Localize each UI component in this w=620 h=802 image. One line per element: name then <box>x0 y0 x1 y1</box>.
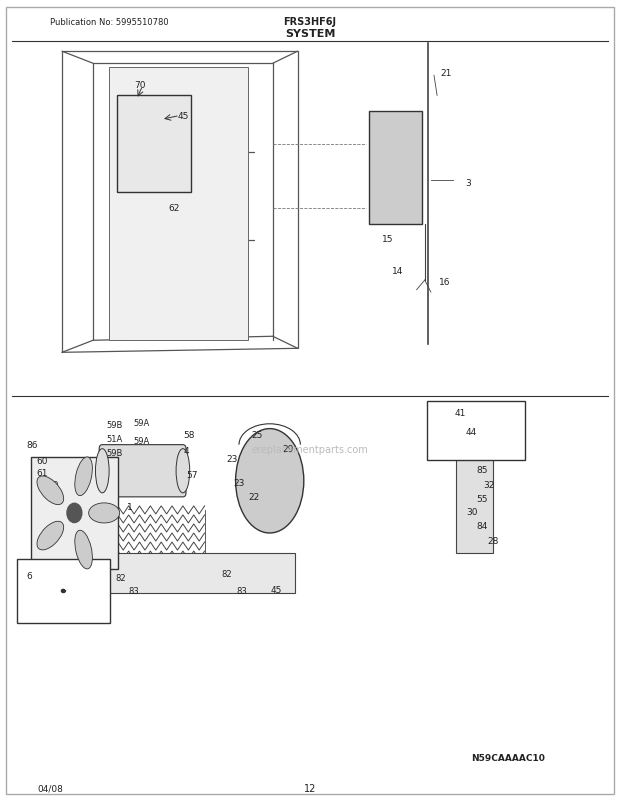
FancyBboxPatch shape <box>17 560 110 623</box>
Text: 30: 30 <box>467 507 478 516</box>
Text: 59: 59 <box>47 480 58 490</box>
Text: 51A: 51A <box>107 434 123 444</box>
Text: 59A: 59A <box>133 419 149 428</box>
Text: 59A: 59A <box>133 436 149 446</box>
Text: 55: 55 <box>477 494 488 504</box>
Text: 86: 86 <box>27 440 38 450</box>
Ellipse shape <box>75 531 92 569</box>
Text: 25: 25 <box>252 430 263 439</box>
Text: Publication No: 5995510780: Publication No: 5995510780 <box>50 18 168 27</box>
Text: 23: 23 <box>233 478 244 488</box>
Text: 29: 29 <box>283 444 294 454</box>
FancyBboxPatch shape <box>96 553 294 593</box>
Ellipse shape <box>189 570 202 580</box>
Text: 15: 15 <box>382 234 393 244</box>
Text: 83: 83 <box>128 586 139 596</box>
Ellipse shape <box>176 449 190 493</box>
Text: 28: 28 <box>487 536 498 545</box>
FancyBboxPatch shape <box>117 96 191 192</box>
FancyBboxPatch shape <box>427 401 525 460</box>
Ellipse shape <box>158 570 170 580</box>
Text: 22: 22 <box>249 492 260 502</box>
Text: 84: 84 <box>477 521 488 531</box>
Ellipse shape <box>223 570 236 580</box>
Text: 3: 3 <box>465 178 471 188</box>
Text: 14: 14 <box>392 266 404 276</box>
Ellipse shape <box>124 570 136 580</box>
Text: N59CAAAAC10: N59CAAAAC10 <box>471 753 546 763</box>
Text: 82: 82 <box>221 569 232 578</box>
Text: 16: 16 <box>440 277 451 287</box>
Text: 45: 45 <box>177 111 188 121</box>
FancyBboxPatch shape <box>456 457 493 553</box>
Text: 4: 4 <box>183 446 189 456</box>
Ellipse shape <box>236 429 304 533</box>
Text: 61: 61 <box>37 468 48 478</box>
Text: 32: 32 <box>483 480 494 489</box>
Ellipse shape <box>75 457 92 496</box>
Bar <box>369 112 422 225</box>
Text: 44: 44 <box>466 427 477 436</box>
Text: 70: 70 <box>134 81 145 91</box>
Ellipse shape <box>95 449 109 493</box>
Text: 6: 6 <box>26 571 32 581</box>
Text: 83: 83 <box>236 586 247 596</box>
Text: 59B: 59B <box>107 420 123 430</box>
Text: 62: 62 <box>168 204 179 213</box>
Text: FRS3HF6J: FRS3HF6J <box>283 18 337 27</box>
Text: 82: 82 <box>115 573 126 582</box>
Text: SYSTEM: SYSTEM <box>285 29 335 38</box>
Text: 85: 85 <box>477 465 488 475</box>
Bar <box>19 44 601 393</box>
Circle shape <box>67 504 82 523</box>
Ellipse shape <box>37 476 64 505</box>
Bar <box>108 68 248 341</box>
Text: 04/08: 04/08 <box>37 783 63 792</box>
Text: 1: 1 <box>127 502 133 512</box>
FancyBboxPatch shape <box>99 445 186 497</box>
Ellipse shape <box>37 521 64 550</box>
Ellipse shape <box>89 504 120 524</box>
Text: 41: 41 <box>454 408 466 418</box>
Text: 12: 12 <box>304 783 316 792</box>
Text: 45: 45 <box>270 585 281 594</box>
Text: 57: 57 <box>187 470 198 480</box>
Text: 60: 60 <box>37 456 48 466</box>
Text: 59B: 59B <box>107 448 123 458</box>
Ellipse shape <box>251 570 264 580</box>
Text: 58: 58 <box>184 430 195 439</box>
Text: ereplacementparts.com: ereplacementparts.com <box>252 444 368 454</box>
Text: 21: 21 <box>441 69 452 79</box>
Bar <box>31 457 118 569</box>
Text: 23: 23 <box>227 454 238 464</box>
